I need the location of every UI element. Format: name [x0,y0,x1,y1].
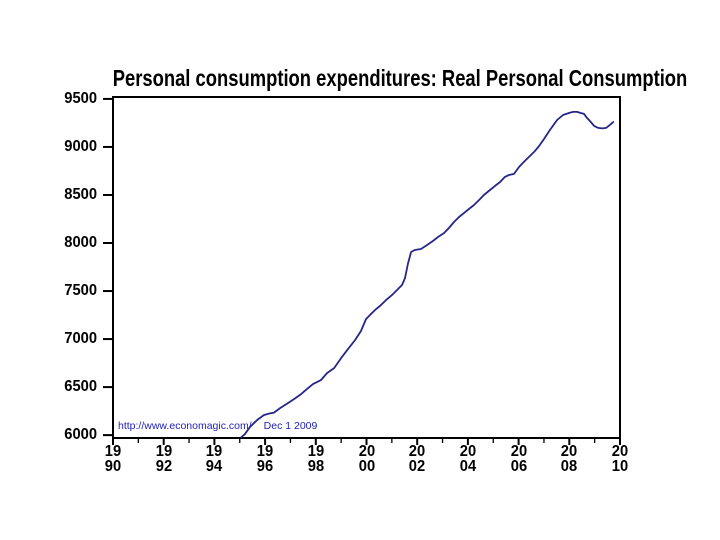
watermark-url: http://www.economagic.com/ [118,420,252,432]
x-axis-tick-label: 20 08 [561,443,578,475]
y-axis-tick-label: 9000 [64,137,97,155]
x-axis-tick-label: 20 10 [611,443,629,475]
x-axis-tick-label: 19 94 [206,443,223,475]
y-axis-tick-label: 8500 [64,185,97,203]
y-axis-tick-label: 6000 [64,426,97,444]
y-axis-tick-label: 7000 [64,330,97,348]
watermark: http://www.economagic.com/Dec 1 2009 [118,419,317,433]
watermark-date: Dec 1 2009 [263,420,318,432]
y-axis-tick-label: 9500 [64,89,97,107]
x-axis-tick-label: 20 02 [408,443,426,475]
x-axis-tick-label: 19 92 [155,443,172,475]
x-axis-tick-label: 20 06 [510,443,527,475]
chart-title: Personal consumption expenditures: Real … [112,65,688,91]
x-axis-tick-label: 19 98 [307,443,324,475]
y-axis-tick-label: 6500 [64,378,97,396]
y-axis-tick-label: 8000 [64,234,97,251]
data-line [240,111,615,439]
x-axis-tick-label: 19 96 [256,443,274,475]
x-axis-tick-label: 20 00 [358,443,375,475]
plot-frame [112,96,621,439]
y-axis-tick-label: 7500 [64,282,97,300]
x-axis-tick-label: 20 04 [459,443,477,475]
x-axis-tick-label: 19 90 [104,443,122,475]
